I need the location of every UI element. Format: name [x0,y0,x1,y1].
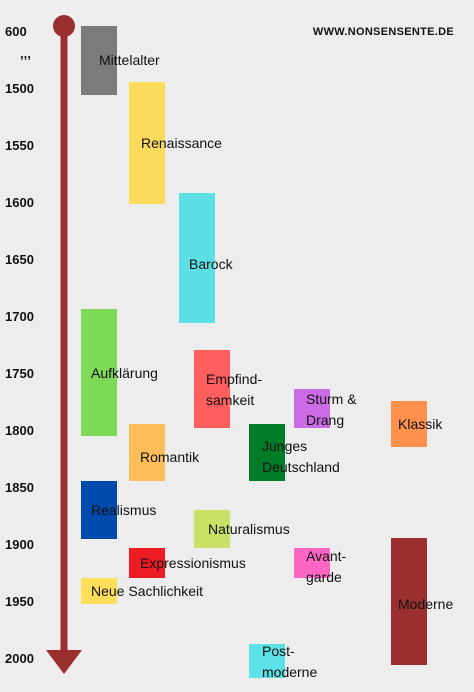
label-neue-sachlichkeit: Neue Sachlichkeit [91,583,204,599]
label-expressionismus: Expressionismus [140,555,246,571]
tick-1700: 1700 [5,309,34,324]
bar-junges-deutschland [249,424,285,481]
tick-1750: 1750 [5,366,34,381]
label-empfindsamkeit-line2: samkeit [206,392,255,408]
label-junges-line1: Junges [262,438,308,454]
tick-1550: 1550 [5,138,34,153]
bar-romantik [129,424,165,481]
tick-2000: 2000 [5,651,34,666]
bar-postmoderne [249,644,285,678]
label-realismus: Realismus [91,502,157,518]
tick-600: 600 [5,24,27,39]
tick-1850: 1850 [5,480,34,495]
label-mittelalter: Mittelalter [99,52,160,68]
label-sturm-line1: Sturm & [306,391,357,407]
bar-mittelalter [81,26,117,95]
tick-1900: 1900 [5,537,34,552]
label-barock: Barock [189,256,233,272]
bar-sturm-und-drang [294,389,330,428]
label-avantgarde-line1: Avant- [306,548,347,564]
label-naturalismus: Naturalismus [208,521,290,537]
label-sturm-line2: Drang [306,412,345,428]
label-sturm-und-drang: Sturm & Drang [306,389,357,431]
axis-start-dot [53,15,75,37]
label-empfindsamkeit: Empfind- samkeit [206,369,262,411]
label-renaissance: Renaissance [141,135,222,151]
label-postmoderne-line2: moderne [262,664,318,680]
axis-arrowhead [46,650,82,674]
bar-klassik [391,401,427,447]
label-klassik: Klassik [398,416,443,432]
tick-1500: 1500 [5,81,34,96]
bar-realismus [81,481,117,539]
bar-barock [179,193,215,323]
bar-avantgarde [294,548,330,578]
bar-aufklaerung [81,309,117,436]
label-avantgarde-line2: garde [306,569,342,585]
bar-naturalismus [194,510,230,548]
tick-1650: 1650 [5,252,34,267]
label-moderne: Moderne [398,596,454,612]
label-empfindsamkeit-line1: Empfind- [206,371,263,387]
tick-gap-marker: ,,, [20,46,31,61]
tick-1600: 1600 [5,195,34,210]
label-postmoderne: Post- moderne [262,641,317,683]
bar-neue-sachlichkeit [81,578,117,604]
label-aufklaerung: Aufklärung [91,365,158,381]
tick-1800: 1800 [5,423,34,438]
bar-moderne [391,538,427,665]
label-junges-line2: Deutschland [262,459,340,475]
website-credit: WWW.NONSENSENTE.DE [312,26,454,38]
bar-renaissance [129,82,165,204]
label-romantik: Romantik [140,449,200,465]
label-junges-deutschland: Junges Deutschland [262,436,340,478]
tick-1950: 1950 [5,594,34,609]
label-avantgarde: Avant- garde [306,546,346,588]
bar-empfindsamkeit [194,350,230,428]
label-postmoderne-line1: Post- [262,643,295,659]
bar-expressionismus [129,548,165,578]
